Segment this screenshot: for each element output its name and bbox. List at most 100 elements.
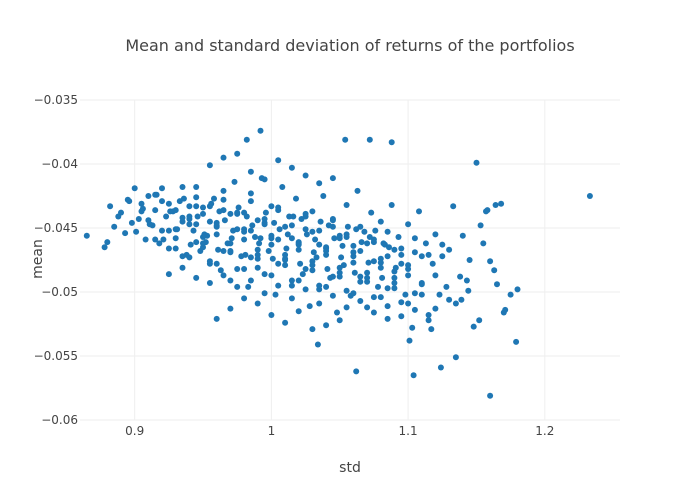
data-point — [309, 208, 316, 215]
data-point — [436, 291, 443, 298]
data-point — [480, 240, 487, 247]
data-point — [329, 223, 336, 230]
data-point — [377, 294, 384, 301]
data-point — [227, 305, 234, 312]
data-point — [418, 253, 425, 260]
data-point — [243, 213, 250, 220]
x-tick-label: 1.2 — [535, 424, 554, 438]
data-point — [350, 253, 357, 260]
data-point — [391, 274, 398, 281]
data-point — [241, 266, 248, 272]
data-point — [293, 195, 299, 202]
data-point — [450, 203, 457, 210]
data-point — [343, 234, 350, 240]
data-point — [227, 240, 234, 247]
data-point — [275, 282, 282, 289]
data-point — [586, 193, 593, 199]
data-point — [316, 282, 323, 289]
data-point — [329, 217, 336, 224]
data-point — [338, 254, 345, 261]
data-point — [122, 230, 129, 237]
data-point — [165, 200, 172, 207]
data-point — [432, 272, 439, 279]
data-point — [432, 305, 439, 312]
tick-labels: 0.9 1 1.1 1.2 −0.06 −0.055 −0.05 −0.045 −0.04 −0.… — [34, 93, 555, 438]
data-point — [316, 241, 323, 248]
data-point — [425, 317, 432, 324]
data-point — [241, 236, 248, 243]
y-tick-label: −0.05 — [41, 285, 78, 299]
data-point — [409, 324, 416, 331]
data-point — [452, 300, 459, 307]
data-point — [220, 272, 227, 279]
data-point — [194, 213, 201, 220]
data-point — [411, 249, 418, 256]
data-point — [357, 278, 364, 285]
data-point — [269, 255, 276, 262]
data-point — [200, 204, 206, 211]
data-point — [317, 218, 324, 225]
data-point — [159, 185, 165, 192]
data-point — [159, 198, 165, 205]
data-point — [384, 315, 391, 322]
data-point — [405, 266, 412, 272]
data-point — [405, 272, 412, 279]
data-point — [295, 308, 302, 315]
data-point — [165, 227, 172, 234]
data-point — [351, 269, 358, 276]
data-point — [257, 127, 264, 134]
data-point — [366, 136, 373, 143]
data-point — [282, 319, 289, 326]
data-point — [425, 251, 432, 258]
data-point — [241, 228, 248, 235]
data-point — [302, 226, 309, 233]
data-point — [193, 239, 200, 246]
data-point — [131, 185, 138, 192]
data-point — [282, 223, 289, 230]
data-point — [243, 136, 250, 143]
data-point — [316, 180, 323, 187]
data-point — [283, 245, 290, 252]
data-point — [375, 283, 381, 290]
data-point — [179, 253, 186, 260]
data-point — [295, 241, 302, 248]
data-point — [498, 200, 505, 207]
data-point — [165, 271, 172, 278]
data-point — [216, 208, 223, 215]
data-point — [276, 226, 283, 233]
data-point — [247, 190, 254, 197]
data-point — [392, 264, 399, 271]
data-point — [418, 291, 425, 298]
data-point — [262, 209, 269, 216]
data-point — [234, 266, 241, 272]
data-point — [388, 202, 395, 208]
data-point — [208, 200, 215, 207]
data-point — [491, 267, 498, 274]
data-point — [241, 295, 248, 302]
data-point — [163, 213, 170, 220]
data-point — [314, 341, 321, 348]
data-point — [227, 210, 234, 217]
data-point — [432, 231, 439, 238]
data-point — [172, 207, 179, 214]
data-point — [231, 178, 238, 185]
data-point — [206, 162, 213, 169]
data-point — [261, 271, 268, 278]
data-point — [372, 227, 379, 234]
data-point — [477, 222, 484, 229]
data-point — [391, 246, 398, 253]
data-point — [297, 260, 304, 267]
data-point — [172, 235, 179, 242]
data-point — [159, 227, 165, 234]
data-point — [316, 227, 323, 234]
data-point — [288, 295, 295, 302]
data-point — [206, 280, 213, 286]
data-point — [213, 222, 220, 229]
data-point — [190, 227, 197, 234]
data-point — [211, 195, 217, 202]
data-point — [422, 240, 429, 247]
data-point — [217, 267, 224, 274]
data-point — [406, 337, 413, 344]
data-point — [331, 235, 338, 242]
data-point — [391, 280, 398, 286]
